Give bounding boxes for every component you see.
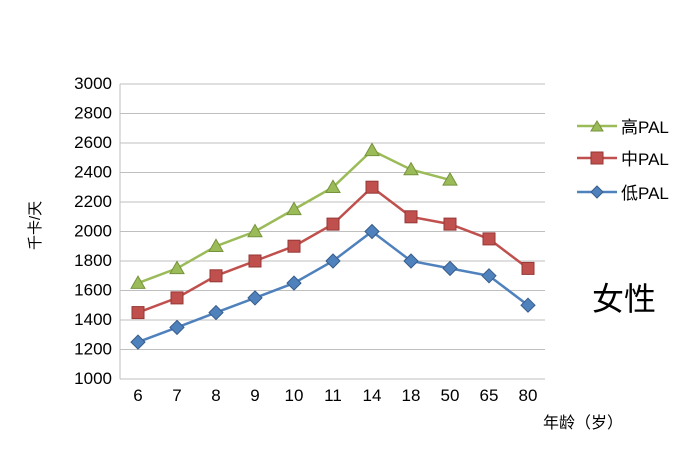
- svg-text:3000: 3000: [74, 74, 112, 93]
- svg-text:65: 65: [480, 386, 499, 405]
- svg-text:1600: 1600: [74, 281, 112, 300]
- svg-text:7: 7: [172, 386, 181, 405]
- svg-text:9: 9: [250, 386, 259, 405]
- svg-text:10: 10: [285, 386, 304, 405]
- svg-text:80: 80: [519, 386, 538, 405]
- svg-text:6: 6: [133, 386, 142, 405]
- svg-text:1800: 1800: [74, 251, 112, 270]
- svg-text:1400: 1400: [74, 310, 112, 329]
- svg-text:1200: 1200: [74, 340, 112, 359]
- svg-text:2200: 2200: [74, 192, 112, 211]
- svg-text:8: 8: [211, 386, 220, 405]
- svg-text:2000: 2000: [74, 222, 112, 241]
- svg-text:2600: 2600: [74, 133, 112, 152]
- svg-text:2400: 2400: [74, 163, 112, 182]
- svg-text:50: 50: [441, 386, 460, 405]
- svg-text:1000: 1000: [74, 369, 112, 388]
- svg-text:11: 11: [324, 386, 342, 405]
- svg-text:2800: 2800: [74, 104, 112, 123]
- svg-text:18: 18: [402, 386, 421, 405]
- svg-text:14: 14: [363, 386, 382, 405]
